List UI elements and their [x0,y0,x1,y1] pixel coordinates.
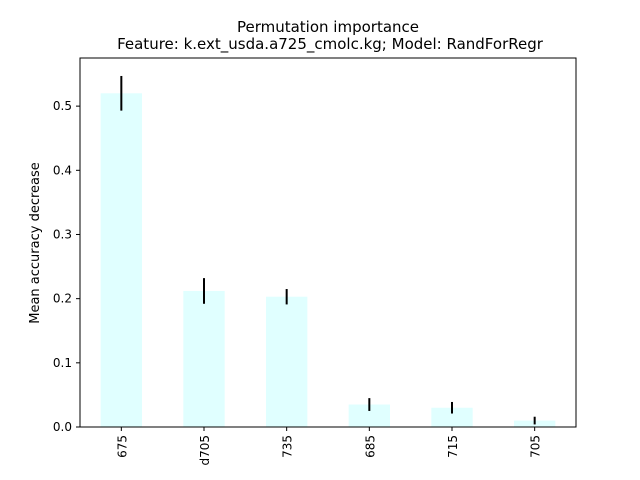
y-tick-label-0.3: 0.3 [53,227,72,241]
y-tick-label-0.2: 0.2 [53,292,72,306]
x-axis: 675 d705 735 685 715 705 [115,427,543,466]
x-tick-label-705: 705 [529,435,543,458]
y-tick-label-0.4: 0.4 [53,163,72,177]
bars [100,93,556,427]
y-tick-label-0.1: 0.1 [53,356,72,370]
chart-subtitle: Feature: k.ext_usda.a725_cmolc.kg; Model… [117,35,544,54]
x-tick-label-685: 685 [363,435,377,458]
x-tick-label-735: 735 [281,435,295,458]
x-tick-label-715: 715 [446,435,460,458]
y-tick-label-0.0: 0.0 [53,420,72,434]
bar-735 [266,296,308,427]
error-bars [120,75,536,425]
bar-d705 [183,290,225,427]
x-tick-label-d705: d705 [198,435,212,466]
y-axis: 0.0 0.1 0.2 0.3 0.4 0.5 [53,99,80,434]
x-tick-label-675: 675 [115,435,129,458]
bar-675 [100,93,142,427]
bar-685 [348,404,390,427]
chart-title: Permutation importance [237,18,419,36]
bar-715 [431,407,473,427]
plot-frame [79,57,577,428]
y-tick-label-0.5: 0.5 [53,99,72,113]
y-axis-label: Mean accuracy decrease [28,162,43,324]
